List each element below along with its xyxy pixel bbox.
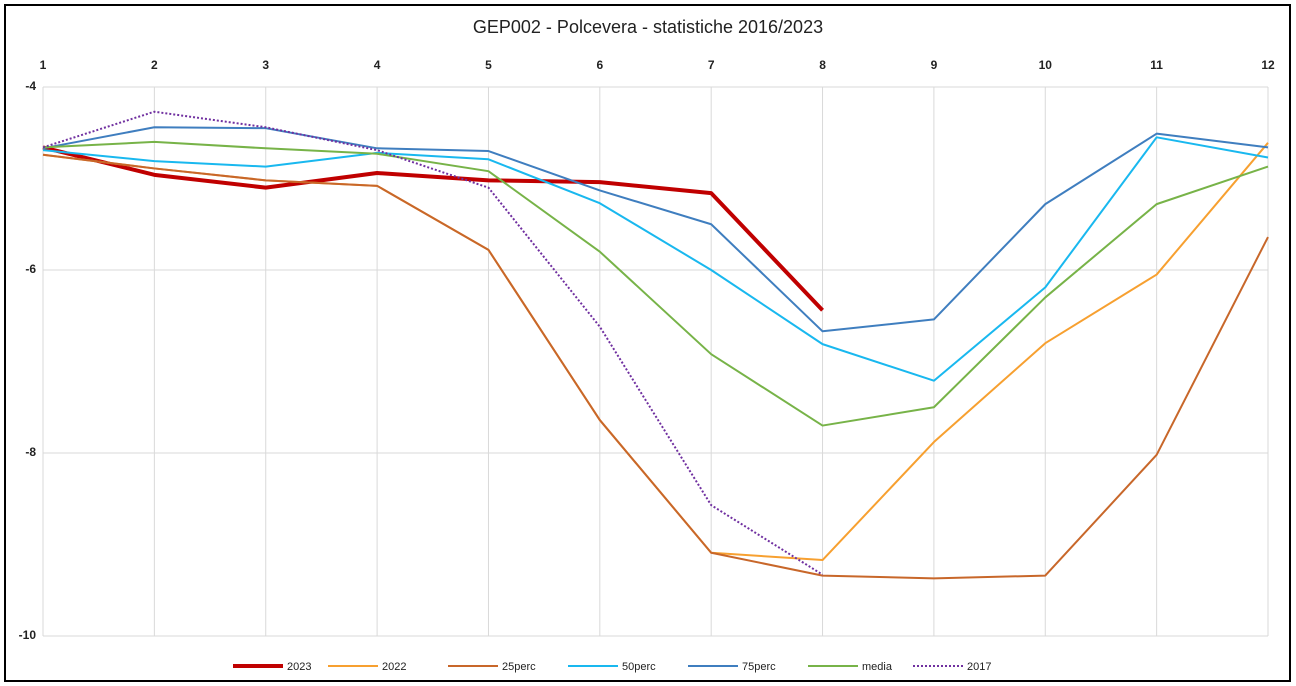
series-line	[42, 140, 1269, 427]
x-tick-label: 8	[819, 58, 826, 72]
x-tick-label: 3	[262, 58, 269, 72]
series-line	[42, 145, 824, 312]
x-tick-label: 6	[596, 58, 603, 72]
legend-label: 2022	[382, 661, 406, 673]
legend-label: 75perc	[742, 661, 776, 673]
series-line	[42, 126, 1269, 333]
y-tick-label: -6	[25, 262, 36, 276]
legend-label: 2017	[967, 661, 991, 673]
y-tick-label: -8	[25, 445, 36, 459]
legend-label: 2023	[287, 661, 311, 673]
legend-label: 50perc	[622, 661, 656, 673]
x-tick-label: 1	[40, 58, 47, 72]
x-tick-label: 9	[931, 58, 938, 72]
y-tick-label: -10	[19, 628, 37, 642]
legend-label: 25perc	[502, 661, 536, 673]
series-line	[42, 136, 1269, 382]
x-tick-label: 11	[1150, 58, 1163, 72]
chart-frame	[4, 4, 1291, 682]
x-tick-label: 2	[151, 58, 158, 72]
y-tick-label: -4	[25, 79, 36, 93]
x-tick-label: 12	[1261, 58, 1275, 72]
x-tick-label: 10	[1039, 58, 1053, 72]
x-tick-label: 4	[374, 58, 381, 72]
legend-label: media	[862, 661, 893, 673]
x-tick-label: 7	[708, 58, 715, 72]
series-line	[42, 153, 1269, 580]
x-tick-label: 5	[485, 58, 492, 72]
series-line	[42, 110, 824, 576]
chart-title: GEP002 - Polcevera - statistiche 2016/20…	[473, 17, 823, 37]
